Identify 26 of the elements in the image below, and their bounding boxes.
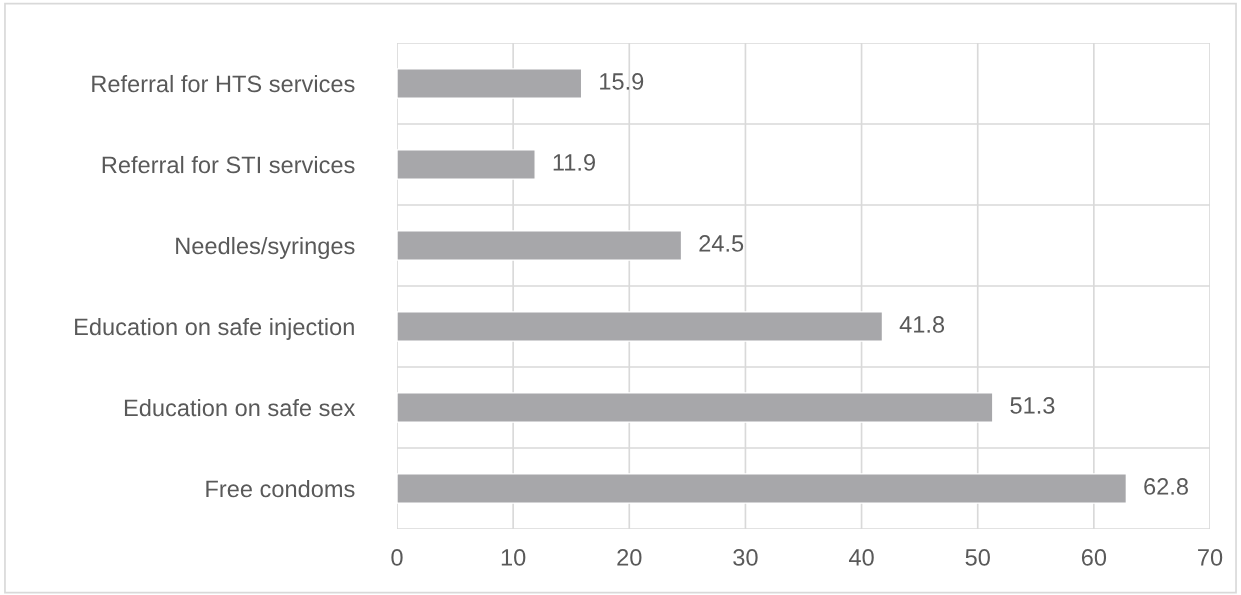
bar (397, 392, 994, 423)
data-label: 15.9 (600, 73, 644, 90)
y-tick-label: Needles/syringes (176, 236, 355, 259)
y-tick-label: Free condoms (206, 479, 355, 498)
bar (397, 149, 536, 180)
data-label: 11.9 (553, 154, 595, 171)
data-label: 24.5 (699, 235, 744, 252)
bar (397, 311, 884, 342)
y-tick-label: Education on safe injection (75, 317, 354, 340)
x-tick-label: 0 (391, 549, 403, 566)
x-tick-label: 10 (501, 549, 526, 566)
y-tick-label: Referral for STI services (102, 155, 355, 174)
data-label: 41.8 (899, 316, 945, 333)
x-tick-label: 20 (617, 549, 642, 566)
x-tick-label: 30 (733, 549, 758, 566)
bar (397, 68, 583, 99)
data-label: 62.8 (1144, 478, 1188, 495)
x-tick-label: 70 (1198, 549, 1223, 566)
bar (397, 473, 1128, 504)
data-label: 51.3 (1010, 397, 1055, 414)
x-tick-label: 40 (848, 549, 874, 566)
y-tick-label: Education on safe sex (124, 398, 356, 417)
x-tick-label: 50 (965, 549, 990, 566)
bar (397, 230, 683, 261)
x-tick-label: 60 (1081, 549, 1107, 566)
y-tick-label: Referral for HTS services (92, 74, 355, 93)
